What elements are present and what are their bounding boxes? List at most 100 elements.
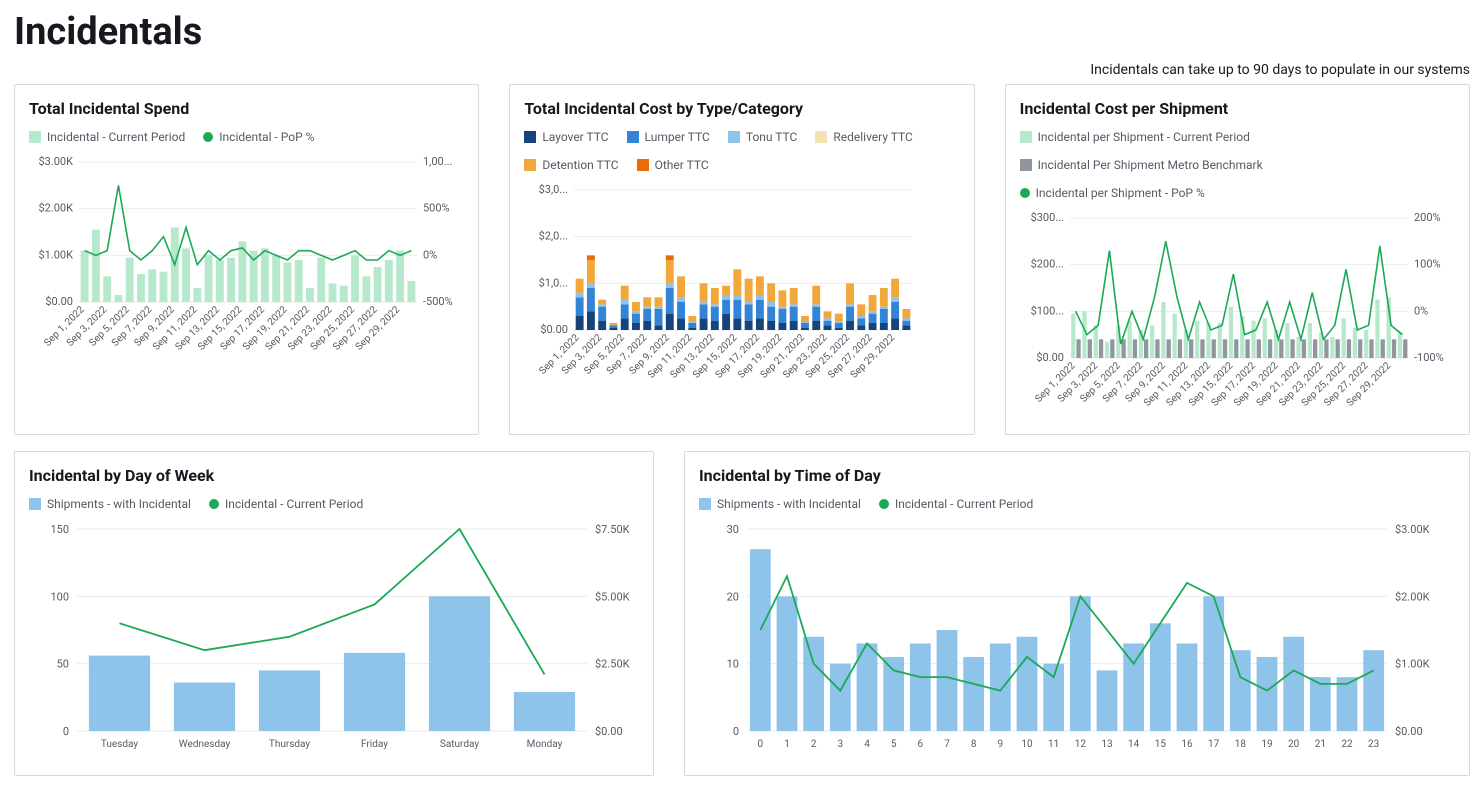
svg-text:5: 5 <box>891 739 897 750</box>
chart3-title: Incidental Cost per Shipment <box>1020 99 1455 118</box>
chart4-title: Incidental by Day of Week <box>29 466 639 485</box>
legend-item: Detention TTC <box>524 158 618 172</box>
legend-item: Incidental Per Shipment Metro Benchmark <box>1020 158 1263 172</box>
legend-item: Incidental - Current Period <box>879 497 1033 511</box>
svg-text:$7.50K: $7.50K <box>595 523 630 536</box>
svg-text:-500%: -500% <box>423 295 453 308</box>
chart-by-day-of-week: Incidental by Day of Week Shipments - wi… <box>14 451 654 776</box>
legend-item: Incidental - Current Period <box>209 497 363 511</box>
legend-item: Other TTC <box>637 158 709 172</box>
legend-item: Layover TTC <box>524 130 608 144</box>
svg-text:$3.00K: $3.00K <box>38 155 73 168</box>
svg-text:-100%: -100% <box>1414 351 1444 364</box>
svg-text:$3,0...: $3,0... <box>539 183 569 196</box>
svg-text:0: 0 <box>733 725 739 738</box>
svg-text:0%: 0% <box>1414 304 1428 317</box>
legend-item: Incidental per Shipment - PoP % <box>1020 186 1205 200</box>
svg-text:$300...: $300... <box>1030 211 1064 224</box>
svg-text:30: 30 <box>727 523 739 536</box>
legend-item: Tonu TTC <box>728 130 797 144</box>
svg-text:Wednesday: Wednesday <box>179 739 231 750</box>
legend-item: Incidental per Shipment - Current Period <box>1020 130 1250 144</box>
chart2-plot: $3,0...$2,0...$1,0...$0.00Sep 1, 2022Sep… <box>524 182 959 396</box>
chart1-legend: Incidental - Current Period Incidental - … <box>29 130 464 144</box>
svg-text:3: 3 <box>838 739 844 750</box>
svg-text:10: 10 <box>1021 739 1033 750</box>
top-row: Total Incidental Spend Incidental - Curr… <box>14 84 1470 435</box>
svg-text:$0.00: $0.00 <box>1036 351 1064 364</box>
legend-item: Shipments - with Incidental <box>699 497 861 511</box>
legend-item: Shipments - with Incidental <box>29 497 191 511</box>
svg-text:$100...: $100... <box>1030 304 1064 317</box>
chart4-plot: 150100500$7.50K$5.00K$2.50K$0.00TuesdayW… <box>29 521 639 765</box>
svg-text:7: 7 <box>944 739 950 750</box>
svg-text:10: 10 <box>727 658 739 671</box>
svg-text:$1.00K: $1.00K <box>38 248 73 261</box>
chart3-legend: Incidental per Shipment - Current Period… <box>1020 130 1455 200</box>
chart-cost-by-type: Total Incidental Cost by Type/Category L… <box>509 84 974 435</box>
svg-text:$2,0...: $2,0... <box>539 230 569 243</box>
svg-text:20: 20 <box>727 590 739 603</box>
chart5-plot: 3020100$3.00K$2.00K$1.00K$0.000123456789… <box>699 521 1455 765</box>
svg-text:$3.00K: $3.00K <box>1395 523 1430 536</box>
svg-text:Monday: Monday <box>527 739 563 750</box>
svg-text:$2.00K: $2.00K <box>1395 590 1430 603</box>
svg-text:6: 6 <box>918 739 924 750</box>
svg-text:Tuesday: Tuesday <box>101 739 138 750</box>
svg-text:22: 22 <box>1341 739 1353 750</box>
svg-text:Friday: Friday <box>361 739 388 750</box>
chart4-legend: Shipments - with Incidental Incidental - … <box>29 497 639 511</box>
legend-item: Redelivery TTC <box>815 130 912 144</box>
page-title: Incidentals <box>14 10 1470 54</box>
svg-text:18: 18 <box>1235 739 1247 750</box>
legend-item: Lumper TTC <box>627 130 710 144</box>
svg-text:$0.00: $0.00 <box>45 295 73 308</box>
svg-text:$0.00: $0.00 <box>1395 725 1423 738</box>
svg-text:9: 9 <box>998 739 1004 750</box>
chart-total-spend: Total Incidental Spend Incidental - Curr… <box>14 84 479 435</box>
svg-text:Thursday: Thursday <box>269 739 311 750</box>
svg-text:200%: 200% <box>1414 211 1441 224</box>
chart3-plot: $300... $200... $100... $0.00 200% 100% 0% -100… <box>1020 210 1455 424</box>
legend-item: Incidental - PoP % <box>203 130 314 144</box>
svg-text:19: 19 <box>1261 739 1272 750</box>
svg-text:8: 8 <box>971 739 977 750</box>
svg-text:$0.00: $0.00 <box>595 725 623 738</box>
chart2-legend: Layover TTC Lumper TTC Tonu TTC Redelivery … <box>524 130 959 172</box>
svg-text:100: 100 <box>50 590 69 603</box>
svg-text:$2.50K: $2.50K <box>595 658 630 671</box>
svg-text:$200...: $200... <box>1030 258 1064 271</box>
svg-text:2: 2 <box>811 739 817 750</box>
svg-text:17: 17 <box>1208 739 1220 750</box>
chart5-legend: Shipments - with Incidental Incidental - … <box>699 497 1455 511</box>
svg-text:$2.00K: $2.00K <box>38 202 73 215</box>
svg-text:4: 4 <box>864 739 870 750</box>
chart5-title: Incidental by Time of Day <box>699 466 1455 485</box>
svg-text:$1.00K: $1.00K <box>1395 658 1430 671</box>
chart1-title: Total Incidental Spend <box>29 99 464 118</box>
svg-text:20: 20 <box>1288 739 1300 750</box>
svg-text:16: 16 <box>1181 739 1193 750</box>
svg-text:23: 23 <box>1368 739 1379 750</box>
svg-text:13: 13 <box>1101 739 1112 750</box>
svg-text:500%: 500% <box>423 202 450 215</box>
legend-item: Incidental - Current Period <box>29 130 185 144</box>
svg-text:12: 12 <box>1075 739 1087 750</box>
svg-text:1,00...: 1,00... <box>423 155 453 168</box>
svg-text:$1,0...: $1,0... <box>539 276 569 289</box>
svg-text:100%: 100% <box>1414 258 1441 271</box>
svg-text:0%: 0% <box>423 248 437 261</box>
chart-by-time-of-day: Incidental by Time of Day Shipments - wi… <box>684 451 1470 776</box>
svg-text:15: 15 <box>1155 739 1167 750</box>
svg-text:0: 0 <box>758 739 764 750</box>
svg-text:150: 150 <box>50 523 69 536</box>
chart2-title: Total Incidental Cost by Type/Category <box>524 99 959 118</box>
svg-text:21: 21 <box>1315 739 1326 750</box>
svg-text:Saturday: Saturday <box>440 739 479 750</box>
svg-text:14: 14 <box>1128 739 1140 750</box>
chart-cost-per-shipment: Incidental Cost per Shipment Incidental … <box>1005 84 1470 435</box>
svg-text:0: 0 <box>63 725 69 738</box>
svg-text:1: 1 <box>784 739 790 750</box>
svg-text:$5.00K: $5.00K <box>595 590 630 603</box>
svg-text:11: 11 <box>1048 739 1059 750</box>
